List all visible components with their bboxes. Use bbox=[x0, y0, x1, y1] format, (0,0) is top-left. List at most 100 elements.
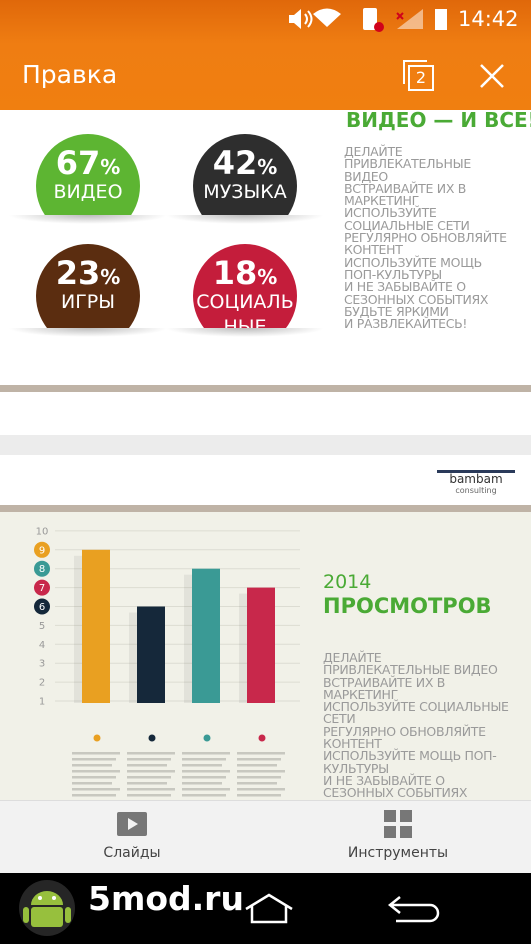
y-tick-label: 6 bbox=[39, 602, 45, 613]
separator bbox=[0, 435, 531, 455]
text-line: МАРКЕТИНГ bbox=[323, 686, 398, 702]
tick-badge bbox=[34, 579, 50, 596]
bar bbox=[137, 606, 165, 703]
bar bbox=[247, 587, 275, 703]
slide-text: ДЕЛАЙТЕ ПРИВЛЕКАТЕЛЬНЫЕ ВИДЕО ВСТРАИВАЙТЕ … bbox=[323, 651, 509, 812]
placeholder-text bbox=[127, 770, 175, 773]
text-line: РЕГУЛЯРНО ОБНОВЛЯЙТЕ bbox=[323, 723, 486, 739]
text-line: КОНТЕНТ bbox=[344, 242, 403, 258]
slide[interactable]: ВИДЕО — И ВСЕ! 67% ВИДЕО 42% МУЗЫКА 23% ИГРЫ 1… bbox=[0, 110, 531, 385]
tick-badge bbox=[34, 560, 50, 577]
stat-number: 67 bbox=[55, 144, 101, 182]
bar bbox=[192, 568, 220, 703]
clock: 14:42 bbox=[458, 7, 519, 31]
text-line: ИСПОЛЬЗУЙТЕ МОЩЬ ПОП- bbox=[323, 748, 497, 764]
placeholder-text bbox=[182, 776, 226, 779]
nav-bar: 5mod.ru bbox=[0, 873, 531, 944]
slide-text: ДЕЛАЙТЕ ПРИВЛЕКАТЕЛЬНЫЕ ВИДЕО ВСТРАИВАЙТЕ И… bbox=[344, 144, 507, 332]
y-tick-label: 9 bbox=[39, 545, 45, 556]
bottom-toolbar: Слайды Инструменты bbox=[0, 800, 531, 874]
stat-unit: % bbox=[257, 265, 278, 289]
text-line: ПРИВЛЕКАТЕЛЬНЫЕ ВИДЕО bbox=[323, 662, 498, 678]
placeholder-text bbox=[72, 794, 116, 797]
placeholder-text bbox=[237, 770, 285, 773]
back-button[interactable] bbox=[386, 893, 442, 925]
y-tick-label: 8 bbox=[39, 564, 45, 575]
placeholder-text bbox=[182, 782, 222, 785]
stat-circle bbox=[36, 134, 140, 215]
bar-shadow bbox=[184, 574, 194, 703]
placeholder-text bbox=[127, 752, 175, 755]
bar-shadow bbox=[129, 612, 139, 703]
divider bbox=[0, 385, 531, 392]
y-tick-label: 1 bbox=[39, 697, 45, 708]
slides-count-button[interactable]: 2 bbox=[403, 60, 434, 91]
text-line: И РАЗВЛЕКАЙТЕСЬ! bbox=[344, 316, 468, 332]
tick-badge bbox=[34, 598, 50, 615]
text-line: КОНТЕНТ bbox=[323, 736, 382, 752]
text-line: ИСПОЛЬЗУЙТЕ bbox=[344, 205, 437, 221]
slide-title: ВИДЕО — И ВСЕ! bbox=[346, 110, 531, 132]
slides-tab[interactable]: Слайды bbox=[52, 801, 212, 874]
stat-value: 23% bbox=[8, 254, 168, 292]
year: 2014 bbox=[323, 571, 372, 593]
text-line: ПОП-КУЛЬТУРЫ bbox=[344, 266, 442, 282]
placeholder-text bbox=[182, 758, 226, 761]
text-line: И НЕ ЗАБЫВАЙТЕ О bbox=[344, 279, 466, 295]
legend-dot bbox=[203, 734, 211, 742]
legend-dot bbox=[258, 734, 266, 742]
text-line: ИСПОЛЬЗУЙТЕ МОЩЬ bbox=[344, 254, 482, 270]
placeholder-text bbox=[127, 794, 171, 797]
stat-label: ВИДЕО bbox=[53, 181, 123, 203]
placeholder-text bbox=[182, 788, 230, 791]
android-logo bbox=[19, 880, 75, 936]
stat-value: 42% bbox=[165, 144, 325, 182]
placeholder-text bbox=[237, 794, 281, 797]
stat-label: МУЗЫКА bbox=[203, 181, 287, 203]
legend-dot bbox=[148, 734, 156, 742]
stat-unit: % bbox=[257, 155, 278, 179]
placeholder-text bbox=[182, 764, 222, 767]
close-button[interactable] bbox=[478, 62, 506, 90]
stat-circle bbox=[193, 134, 297, 215]
tick-badge bbox=[34, 541, 50, 558]
text-line: КУЛЬТУРЫ bbox=[323, 760, 389, 776]
stat: 18% СОЦИАЛЬНЫЕ bbox=[165, 242, 325, 328]
logo-name: bambam bbox=[449, 472, 503, 486]
y-tick-label: 10 bbox=[36, 526, 49, 537]
shelf-shadow bbox=[165, 328, 325, 337]
text-line: ДЕЛАЙТЕ bbox=[344, 144, 403, 159]
text-line: СЕЗОННЫХ СОБЫТИЯХ bbox=[344, 291, 489, 307]
text-line: И НЕ ЗАБЫВАЙТЕ О bbox=[323, 772, 445, 788]
stat-number: 42 bbox=[212, 144, 258, 182]
divider bbox=[0, 505, 531, 512]
logo: bambam consulting bbox=[437, 470, 515, 498]
placeholder-text bbox=[182, 794, 226, 797]
shelf-shadow bbox=[8, 328, 168, 337]
bar bbox=[82, 549, 110, 703]
placeholder-text bbox=[182, 752, 230, 755]
placeholder-text bbox=[72, 776, 116, 779]
placeholder-text bbox=[237, 776, 281, 779]
stat-unit: % bbox=[100, 265, 121, 289]
stat-label: СОЦИАЛЬНЫЕ bbox=[196, 291, 294, 328]
placeholder-text bbox=[127, 776, 171, 779]
text-line: СОЦИАЛЬНЫЕ СЕТИ bbox=[344, 217, 470, 233]
placeholder-text bbox=[237, 782, 277, 785]
placeholder-text bbox=[72, 758, 116, 761]
stat-label: ИГРЫ bbox=[60, 291, 116, 313]
watermark: 5mod.ru bbox=[88, 879, 244, 918]
text-line: СЕТИ bbox=[323, 711, 356, 727]
placeholder-text bbox=[127, 758, 171, 761]
home-button[interactable] bbox=[242, 891, 296, 925]
text-line: МАРКЕТИНГ bbox=[344, 193, 419, 209]
placeholder-text bbox=[127, 788, 175, 791]
shelf-shadow bbox=[165, 215, 325, 224]
placeholder-text bbox=[127, 764, 167, 767]
placeholder-text bbox=[72, 770, 120, 773]
tools-tab[interactable]: Инструменты bbox=[318, 801, 478, 874]
text-line: ВСТРАИВАЙТЕ ИХ В bbox=[344, 180, 467, 196]
tab-label: Инструменты bbox=[347, 845, 449, 861]
